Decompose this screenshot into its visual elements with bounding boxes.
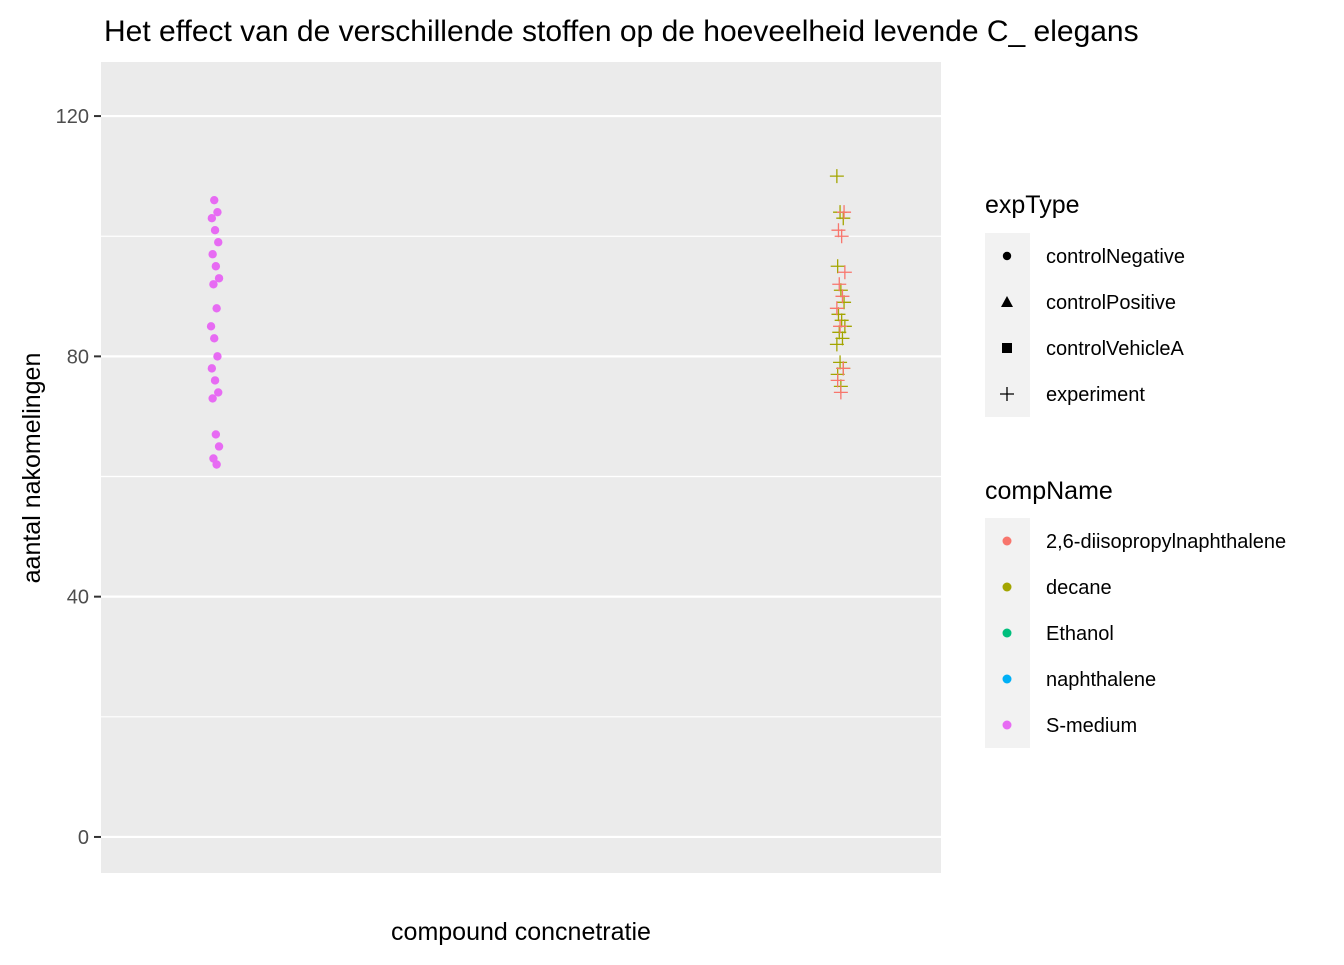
data-point [832, 277, 847, 292]
chart-title: Het effect van de verschillende stoffen … [104, 15, 1139, 48]
y-tick-label: 80 [67, 346, 89, 368]
legend-compname-label: 2,6-diisopropylnaphthalene [1046, 531, 1286, 553]
legend-compname-label: decane [1046, 577, 1112, 599]
legend-compname: compName 2,6-diisopropylnaphthalene decan… [985, 477, 1286, 748]
data-point [833, 319, 848, 334]
data-point [211, 430, 221, 439]
data-point [214, 274, 224, 283]
y-axis: 0 40 80 120 [56, 106, 101, 849]
data-point [837, 205, 852, 220]
legend-exptype-label: experiment [1046, 384, 1145, 406]
data-point [837, 265, 852, 280]
data-point [833, 283, 848, 298]
y-axis-label: aantal nakomelingen [18, 353, 46, 584]
data-point [213, 352, 222, 361]
legend-exptype-key-bg [985, 233, 1030, 417]
data-point [210, 226, 220, 235]
data-point [213, 207, 222, 217]
data-point [835, 289, 850, 304]
legend-exptype: expType controlNegative controlPositive co… [985, 191, 1185, 417]
data-point [830, 259, 845, 274]
data-point [207, 364, 217, 373]
legend-exptype-label: controlPositive [1046, 292, 1176, 314]
legend-compname-key [1002, 582, 1012, 592]
legend-compname-key [1002, 536, 1012, 546]
y-tick-label: 0 [78, 827, 89, 849]
legend-compname-label: S-medium [1046, 715, 1137, 737]
data-point [836, 211, 851, 226]
data-point [211, 262, 221, 271]
y-tick-label: 40 [67, 587, 89, 609]
data-point [837, 295, 852, 310]
legend-compname-title: compName [985, 477, 1113, 505]
data-point [214, 388, 223, 397]
data-point [214, 442, 224, 451]
y-tick-label: 120 [56, 106, 89, 128]
data-point [834, 229, 849, 244]
legend-compname-label: Ethanol [1046, 623, 1114, 645]
data-point [830, 373, 845, 388]
legend-exptype-title: expType [985, 191, 1080, 219]
legend-compname-key [1002, 720, 1012, 730]
data-point [210, 376, 220, 385]
data-point [829, 337, 844, 352]
data-point [836, 361, 851, 376]
legend-exptype-label: controlNegative [1046, 246, 1185, 268]
series-2 [829, 205, 852, 400]
legend-compname-key [1002, 628, 1012, 638]
data-marks [206, 169, 852, 469]
data-point [831, 307, 846, 322]
data-point [207, 213, 217, 223]
data-point [209, 280, 218, 289]
legend-compname-label: naphthalene [1046, 669, 1156, 691]
x-axis-label: compound concnetratie [391, 918, 651, 946]
grid-major [101, 114, 941, 839]
data-point [829, 301, 844, 316]
legend-exptype-key [1002, 343, 1012, 353]
series-0 [206, 195, 224, 469]
data-point [212, 460, 221, 469]
data-point [210, 195, 219, 205]
data-point [206, 322, 216, 331]
data-point [208, 250, 217, 259]
data-point [833, 385, 848, 400]
data-point [835, 331, 850, 346]
data-point [212, 304, 221, 313]
legend-exptype-key [1001, 296, 1013, 307]
legend-exptype-key [1002, 251, 1012, 261]
data-point [208, 394, 217, 403]
legend-exptype-key [1000, 387, 1014, 401]
data-point [214, 238, 223, 247]
data-point [829, 169, 844, 184]
data-point [833, 355, 848, 370]
data-point [834, 313, 849, 328]
grid-minor [101, 235, 941, 718]
data-point [832, 325, 847, 340]
legend-exptype-label: controlVehicleA [1046, 338, 1185, 360]
data-point [831, 223, 846, 238]
data-point [210, 334, 219, 343]
legend-compname-key [1002, 674, 1012, 684]
plot-panel [101, 62, 941, 873]
